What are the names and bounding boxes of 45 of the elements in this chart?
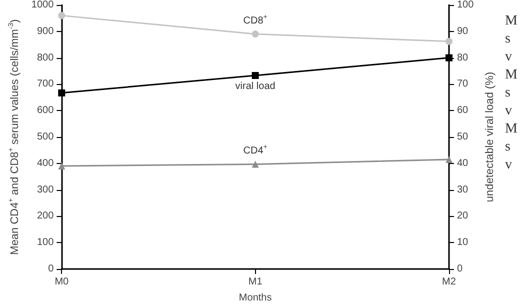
y2-tick-label: 80 [457,52,469,64]
point [58,12,66,20]
text: M [505,14,518,28]
text: v [505,50,512,64]
y-tick-label: 800 [36,52,54,64]
y-tick-label: 500 [36,132,54,142]
text: s [505,86,510,100]
x-tick-label: M2 [442,276,456,288]
y2-tick-label: 20 [457,210,469,222]
x-tick-label: M0 [54,276,70,288]
x-tick-label: M1 [248,276,263,288]
point [58,162,66,170]
point [446,38,452,45]
y2-tick-label: 60 [457,105,469,116]
y2-tick-label: 50 [457,132,469,142]
point [446,156,452,163]
y2-tick-label: 70 [457,78,469,90]
y2-tick-label: 10 [457,237,469,248]
y-tick-label: 100 [36,237,54,248]
y2-tick-label: 0 [457,264,463,274]
y2-axis-title: undetectable viral load (%) [484,72,496,202]
y-tick-label: 600 [36,105,54,116]
y-tick-label: 900 [36,26,54,37]
text: M [505,122,518,136]
y-tick-label: 300 [36,184,54,196]
x-axis-title: Months [238,292,272,304]
series-label: viral load [235,80,276,92]
text: M [505,68,518,82]
text: s [505,140,510,154]
text: s [505,32,510,46]
point [252,72,259,79]
y-tick-label: 700 [36,78,54,90]
y2-tick-label: 40 [457,158,469,169]
y2-tick-label: 30 [457,184,469,196]
point [252,30,259,38]
point [58,89,66,96]
y-tick-label: 1000 [31,0,54,10]
y2-tick-label: 90 [457,26,469,37]
y-tick-label: 400 [36,158,54,169]
point [252,160,259,168]
y2-tick-label: 100 [457,0,474,10]
text: v [505,158,512,172]
y-tick-label: 0 [48,264,54,274]
text: v [505,104,512,118]
y-tick-label: 200 [36,210,54,222]
